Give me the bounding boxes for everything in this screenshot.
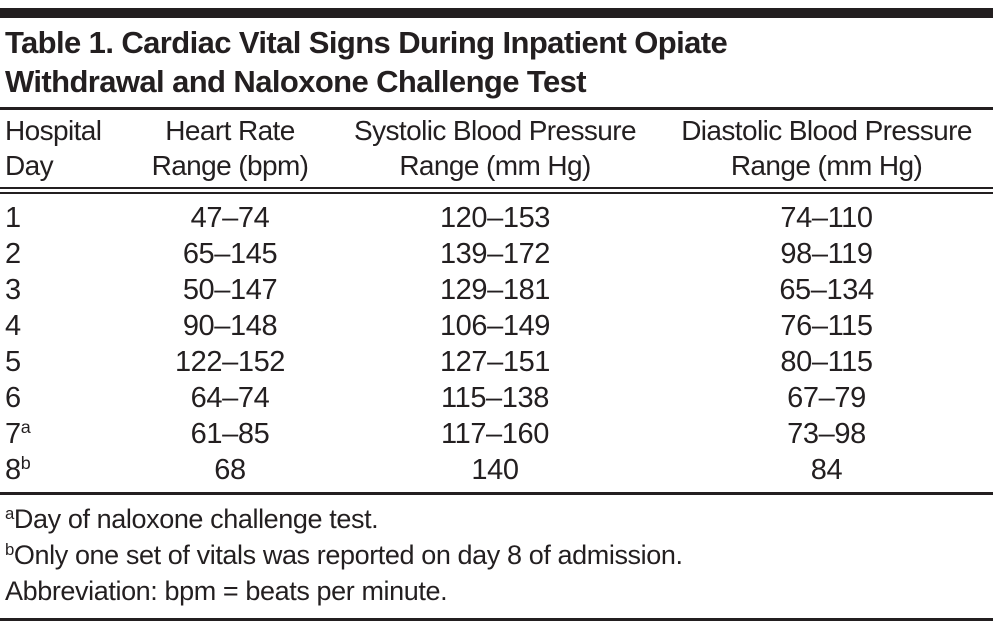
footnote-b: bOnly one set of vitals was reported on …	[5, 537, 988, 573]
cell-systolic: 106–149	[439, 309, 551, 342]
cell-systolic: 140	[471, 453, 519, 486]
col-header-line: Heart Rate	[165, 115, 295, 146]
col-header-line: Day	[5, 150, 54, 181]
cell-hospital-day: 6	[0, 380, 130, 416]
cell-heart-rate: 65–145	[182, 237, 278, 270]
cell-systolic: 120–153	[439, 201, 551, 234]
cell-systolic: 115–138	[441, 381, 549, 414]
cell-diastolic: 76–115	[780, 309, 873, 342]
day-number: 4	[5, 309, 21, 342]
cell-heart-rate: 61–85	[190, 417, 270, 450]
table-title-line1: Table 1. Cardiac Vital Signs During Inpa…	[5, 25, 728, 60]
footnote-text: Day of naloxone challenge test.	[13, 504, 379, 534]
table-row: 4 90–148 106–149 76–115	[0, 308, 993, 344]
cell-diastolic: 67–79	[787, 381, 866, 414]
col-header-line: Diastolic Blood Pressure	[681, 115, 972, 146]
col-header-heart-rate: Heart Rate Range (bpm)	[130, 110, 330, 194]
cell-diastolic: 74–110	[780, 201, 873, 234]
day-number: 2	[5, 237, 21, 270]
col-header-line: Range (mm Hg)	[399, 150, 591, 181]
cell-systolic: 117–160	[441, 417, 549, 450]
cell-hospital-day: 4	[0, 308, 130, 344]
cell-diastolic: 98–119	[780, 237, 873, 270]
cell-heart-rate: 90–148	[182, 309, 278, 342]
cell-heart-rate: 64–74	[190, 381, 270, 414]
footnote-text: Only one set of vitals was reported on d…	[13, 540, 683, 570]
table-bottom-rule	[0, 618, 993, 621]
table-title: Table 1. Cardiac Vital Signs During Inpa…	[5, 23, 987, 101]
footnote-abbreviation: Abbreviation: bpm = beats per minute.	[5, 573, 988, 609]
footnote-marker: b	[5, 539, 14, 559]
cell-hospital-day: 3	[0, 272, 130, 308]
table-row: 1 47–74 120–153 74–110	[0, 191, 993, 237]
day-number: 3	[5, 273, 21, 306]
table-row: 3 50–147 129–181 65–134	[0, 272, 993, 308]
col-header-line: Range (bpm)	[151, 150, 309, 181]
cell-hospital-day: 8b	[0, 452, 130, 492]
cell-diastolic: 80–115	[780, 345, 873, 378]
table-row: 8b 68 140 84	[0, 452, 993, 492]
col-header-line: Range (mm Hg)	[730, 150, 923, 181]
cell-hospital-day: 7a	[0, 416, 130, 452]
cell-diastolic: 84	[810, 453, 843, 486]
table-row: 5 122–152 127–151 80–115	[0, 344, 993, 380]
day-number: 5	[5, 345, 21, 378]
cell-heart-rate: 50–147	[182, 273, 278, 306]
col-header-line: Hospital	[5, 115, 102, 146]
col-header-line: Systolic Blood Pressure	[354, 115, 636, 146]
day-number: 7	[5, 417, 21, 450]
footnotes: aDay of naloxone challenge test. bOnly o…	[0, 495, 993, 618]
col-header-systolic-bp: Systolic Blood Pressure Range (mm Hg)	[330, 110, 660, 194]
cell-hospital-day: 1	[0, 191, 130, 237]
day-number: 1	[5, 201, 21, 234]
col-header-hospital-day: Hospital Day	[0, 110, 130, 194]
table-row: 7a 61–85 117–160 73–98	[0, 416, 993, 452]
table-row: 6 64–74 115–138 67–79	[0, 380, 993, 416]
footnote-marker: a	[5, 503, 14, 523]
vital-signs-table: Hospital Day Heart Rate Range (bpm) Systol…	[0, 110, 993, 492]
day-number: 8	[5, 453, 21, 486]
cell-diastolic: 65–134	[779, 273, 874, 306]
header-row: Hospital Day Heart Rate Range (bpm) Systol…	[0, 110, 993, 194]
cell-systolic: 127–151	[439, 345, 551, 378]
cell-systolic: 129–181	[439, 273, 551, 306]
day-footnote-marker: b	[20, 452, 31, 473]
title-divider-rule	[0, 107, 993, 110]
cell-heart-rate: 122–152	[174, 345, 286, 378]
col-header-diastolic-bp: Diastolic Blood Pressure Range (mm Hg)	[660, 110, 993, 194]
footnote-a: aDay of naloxone challenge test.	[5, 501, 988, 537]
cell-hospital-day: 2	[0, 236, 130, 272]
footnote-divider-rule	[0, 492, 993, 495]
day-footnote-marker: a	[20, 416, 31, 437]
table-top-rule	[0, 8, 993, 18]
table-title-line2: Withdrawal and Naloxone Challenge Test	[5, 64, 587, 99]
footnote-text: Abbreviation: bpm = beats per minute.	[5, 576, 448, 606]
day-number: 6	[5, 381, 21, 414]
cell-hospital-day: 5	[0, 344, 130, 380]
cell-diastolic: 73–98	[787, 417, 866, 450]
cell-heart-rate: 68	[214, 453, 246, 486]
cell-heart-rate: 47–74	[190, 201, 270, 234]
cell-systolic: 139–172	[439, 237, 551, 270]
table-row: 2 65–145 139–172 98–119	[0, 236, 993, 272]
